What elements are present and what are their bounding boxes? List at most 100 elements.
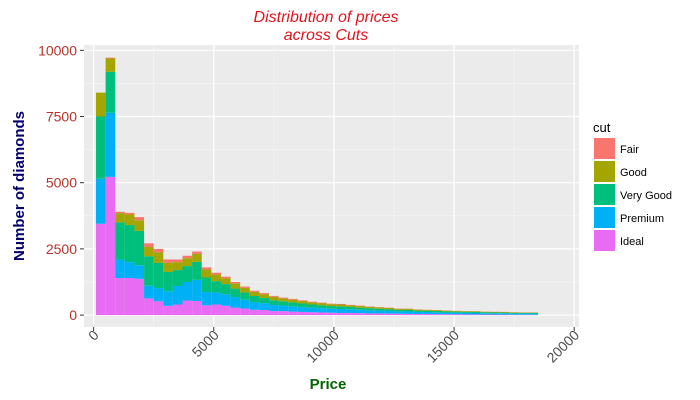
bar-segment-good [317, 303, 327, 306]
bar-segment-ideal [297, 311, 308, 316]
bar-segment-premium [336, 308, 346, 313]
bar-segment-good [393, 308, 404, 310]
bar-segment-fair [172, 259, 183, 263]
bar-segment-good [336, 304, 346, 307]
bar-segment-premium [393, 311, 404, 314]
y-tick-label: 2500 [46, 241, 77, 257]
bar-segment-good [172, 262, 183, 271]
y-tick-label: 7500 [46, 108, 77, 124]
bar-segment-ideal [288, 311, 298, 316]
bar-segment-very-good [115, 222, 125, 260]
bar-segment-fair [124, 212, 135, 215]
bar-segment-good [211, 274, 221, 282]
bar-segment-premium [115, 259, 125, 279]
bar-segment-ideal [269, 311, 279, 316]
bar-segment-ideal [451, 314, 462, 316]
bar-segment-premium [432, 312, 443, 315]
bar-segment-very-good [461, 311, 471, 313]
bar-segment-fair [144, 243, 154, 248]
bar-segment-very-good [442, 311, 452, 313]
bar-segment-premium [211, 292, 221, 305]
bar-segment-ideal [490, 314, 500, 316]
bar-segment-very-good [240, 292, 250, 300]
bar-segment-ideal [211, 304, 221, 316]
bar-segment-very-good [269, 300, 279, 306]
bar-segment-fair [201, 267, 212, 270]
bar-segment-ideal [336, 312, 346, 316]
bar-segment-premium [288, 306, 298, 312]
bar-segment-very-good [490, 312, 500, 314]
bar-segment-ideal [307, 312, 318, 316]
bar-segment-fair [192, 251, 202, 254]
bar-segment-very-good [518, 312, 529, 314]
bar-segment-good [345, 305, 356, 307]
legend-label: Premium [620, 213, 664, 225]
bar-segment-fair [259, 293, 270, 295]
bar-segment-ideal [115, 278, 125, 316]
bar-segment-ideal [220, 305, 231, 316]
x-axis-labels: 0 5000 10000 15000 20000 [85, 327, 583, 366]
bar-segment-fair [163, 259, 173, 263]
bar-segment-fair [288, 298, 298, 300]
bar-segment-ideal [259, 310, 270, 316]
bar-segment-ideal [192, 301, 202, 316]
bar-segment-very-good [201, 277, 212, 293]
bar-segment-very-good [499, 312, 510, 314]
bar-segment-premium [345, 309, 356, 313]
bar-segment-premium [240, 299, 250, 309]
bar-segment-ideal [432, 314, 443, 316]
bar-segment-good [249, 291, 260, 297]
bar-segment-ideal [134, 278, 145, 316]
bar-segment-very-good [172, 270, 183, 286]
legend-label: Ideal [620, 236, 644, 248]
bar-segment-good [220, 278, 231, 285]
bar-segment-good [451, 310, 462, 312]
bar-segment-very-good [336, 306, 346, 309]
bar-segment-very-good [259, 297, 270, 304]
bar-segment-ideal [480, 314, 491, 316]
bar-segment-very-good [374, 308, 385, 311]
bar-segment-very-good [192, 261, 202, 280]
bar-segment-fair [326, 303, 337, 305]
bar-segment-fair [230, 281, 241, 284]
bar-segment-ideal [317, 312, 327, 316]
bar-segment-good [278, 298, 289, 302]
bar-segment-premium [124, 262, 135, 279]
bar-segment-very-good [297, 303, 308, 308]
y-axis-labels: 0 2500 5000 7500 10000 [38, 42, 77, 323]
bar-segment-very-good [345, 306, 356, 310]
legend-label: Good [620, 167, 647, 179]
bar-segment-very-good [480, 312, 491, 314]
bar-segment-good [326, 304, 337, 307]
bar-segment-ideal [172, 304, 183, 316]
bar-segment-very-good [163, 271, 173, 292]
bar-segment-fair [297, 300, 308, 302]
bar-segment-premium [153, 288, 164, 302]
bar-segment-fair [105, 57, 116, 59]
x-axis-ticks [93, 327, 575, 331]
bar-segment-premium [134, 265, 145, 279]
bar-segment-fair [153, 248, 164, 253]
bar-segment-very-good [413, 310, 423, 312]
bar-segment-good [355, 306, 366, 308]
bar-segment-fair [278, 297, 289, 299]
bar-segment-premium [230, 297, 241, 308]
bar-segment-good [442, 310, 452, 312]
bar-segment-premium [518, 313, 529, 315]
bar-segment-premium [403, 311, 414, 314]
bar-segment-ideal [326, 312, 337, 316]
bar-segment-premium [144, 285, 154, 299]
bar-segment-very-good [307, 304, 318, 308]
bar-segment-very-good [278, 301, 289, 306]
legend: cut Fair Good Very Good Premium Ideal [593, 120, 672, 251]
bar-segment-good [307, 302, 318, 305]
bar-segment-premium [461, 312, 471, 315]
bar-segment-good [422, 309, 433, 311]
bar-segment-very-good [422, 310, 433, 313]
bar-segment-good [230, 283, 241, 289]
bar-segment-very-good [432, 310, 443, 313]
bar-segment-premium [182, 281, 193, 301]
bar-segment-good [509, 312, 519, 313]
x-tick-label: 20000 [543, 327, 582, 366]
x-tick-label: 5000 [189, 327, 222, 360]
